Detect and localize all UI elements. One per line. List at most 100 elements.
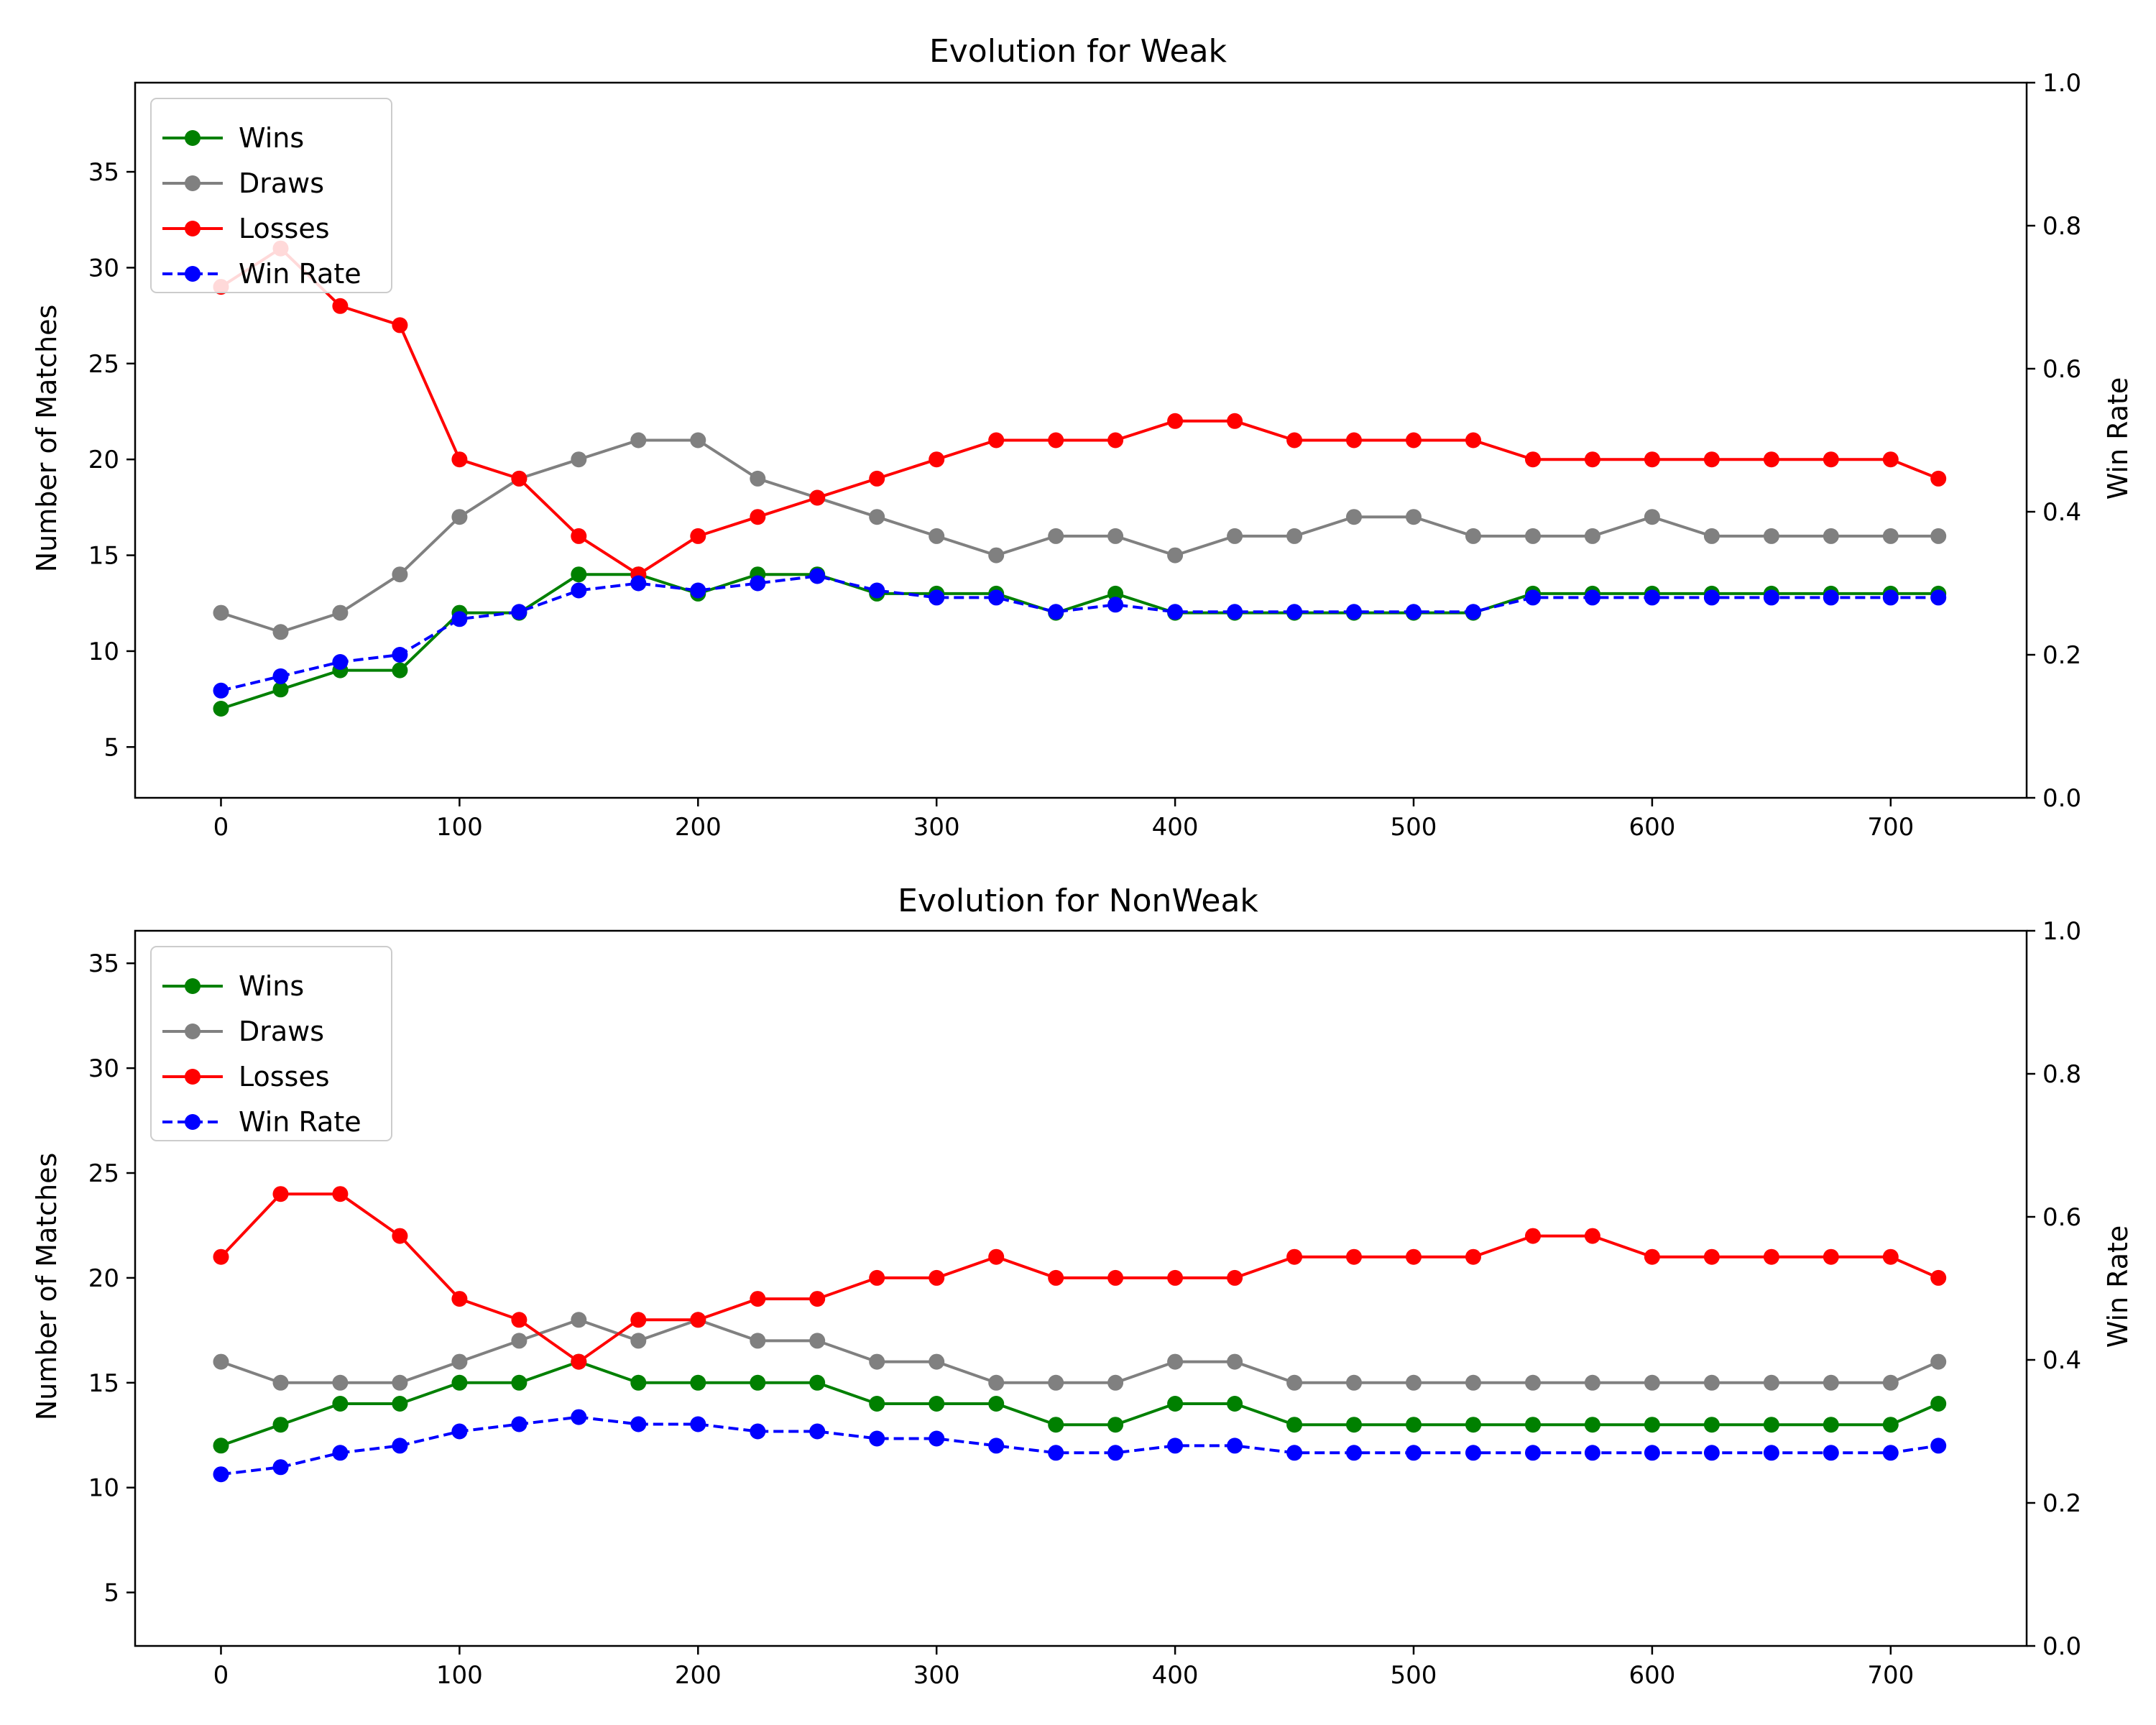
data-point bbox=[1107, 1417, 1124, 1433]
y-tick-label: 15 bbox=[88, 542, 119, 571]
series-line bbox=[220, 1192, 1940, 1364]
data-point bbox=[988, 1248, 1005, 1265]
data-point bbox=[1107, 1445, 1124, 1461]
data-point bbox=[571, 1312, 587, 1328]
data-point bbox=[1703, 1445, 1720, 1461]
data-point bbox=[1930, 1269, 1947, 1286]
data-point bbox=[1048, 1445, 1064, 1461]
y2-tick-label: 0.6 bbox=[2042, 355, 2081, 384]
data-point bbox=[1823, 451, 1839, 468]
data-point bbox=[1823, 589, 1839, 606]
data-point bbox=[1167, 604, 1184, 620]
data-point bbox=[332, 298, 349, 314]
legend-marker bbox=[185, 130, 201, 146]
data-point bbox=[988, 432, 1005, 448]
data-point bbox=[809, 568, 826, 584]
data-point bbox=[1930, 1438, 1947, 1454]
data-point bbox=[750, 575, 766, 592]
chart-title: Evolution for NonWeak bbox=[898, 883, 1258, 919]
plot-frame bbox=[134, 929, 2028, 1647]
data-point bbox=[272, 1417, 289, 1433]
data-point bbox=[1227, 1269, 1243, 1286]
y2-axis-label: Win Rate bbox=[2102, 1225, 2134, 1348]
data-point bbox=[571, 582, 587, 599]
y-tick-label: 20 bbox=[88, 446, 119, 474]
x-tick-label: 500 bbox=[1391, 813, 1437, 842]
data-point bbox=[1465, 432, 1481, 448]
legend-label: Win Rate bbox=[239, 1106, 361, 1138]
data-point bbox=[869, 1353, 885, 1370]
x-tick-label: 600 bbox=[1628, 1661, 1675, 1690]
data-point bbox=[571, 1409, 587, 1425]
data-point bbox=[1882, 528, 1899, 544]
data-point bbox=[1525, 1417, 1541, 1433]
data-point bbox=[1406, 1374, 1422, 1391]
data-point bbox=[1525, 451, 1541, 468]
data-point bbox=[213, 1353, 229, 1370]
y2-tick-label: 0.4 bbox=[2042, 1346, 2081, 1375]
data-point bbox=[1930, 589, 1947, 606]
data-point bbox=[1763, 451, 1779, 468]
data-point bbox=[1346, 1417, 1362, 1433]
data-point bbox=[1227, 1396, 1243, 1412]
legend-marker bbox=[185, 978, 201, 994]
data-point bbox=[1107, 1374, 1124, 1391]
data-point bbox=[630, 575, 647, 592]
data-point bbox=[332, 1445, 349, 1461]
series-draws bbox=[213, 432, 1947, 640]
y2-tick-label: 0.8 bbox=[2042, 1060, 2081, 1089]
data-point bbox=[1048, 528, 1064, 544]
data-point bbox=[1882, 1417, 1899, 1433]
data-point bbox=[392, 1396, 408, 1412]
data-point bbox=[1346, 509, 1362, 525]
data-point bbox=[1465, 604, 1481, 620]
data-point bbox=[1406, 1445, 1422, 1461]
y-tick-label: 25 bbox=[88, 350, 119, 379]
data-point bbox=[1167, 1438, 1184, 1454]
data-point bbox=[1406, 1248, 1422, 1265]
data-point bbox=[1584, 528, 1600, 544]
data-point bbox=[690, 528, 706, 544]
data-point bbox=[332, 604, 349, 621]
legend-marker bbox=[185, 175, 201, 191]
y-tick-label: 25 bbox=[88, 1159, 119, 1188]
data-point bbox=[1525, 1374, 1541, 1391]
data-point bbox=[1584, 1374, 1600, 1391]
y-tick-label: 30 bbox=[88, 254, 119, 282]
data-point bbox=[392, 647, 408, 663]
data-point bbox=[750, 470, 766, 487]
data-point bbox=[511, 1374, 528, 1391]
data-point bbox=[1227, 1438, 1243, 1454]
data-point bbox=[1227, 1353, 1243, 1370]
data-point bbox=[1882, 1374, 1899, 1391]
plot-area: 0 100 200 300 400 500 600 700 5 10 15 20 25 30 35 0.0 0.… bbox=[88, 917, 2081, 1690]
data-point bbox=[988, 547, 1005, 564]
data-point bbox=[1107, 528, 1124, 544]
data-point bbox=[332, 1374, 349, 1391]
series-line bbox=[220, 1360, 1940, 1448]
data-point bbox=[451, 1423, 468, 1440]
data-point bbox=[1465, 1417, 1481, 1433]
data-point bbox=[1763, 589, 1779, 606]
data-point bbox=[1048, 1417, 1064, 1433]
data-point bbox=[1167, 547, 1184, 564]
data-point bbox=[690, 582, 706, 599]
y2-tick-label: 0.0 bbox=[2042, 784, 2081, 813]
series-line bbox=[221, 1415, 1939, 1476]
data-point bbox=[809, 1374, 826, 1391]
data-point bbox=[1584, 1445, 1600, 1461]
data-point bbox=[690, 1374, 706, 1391]
data-point bbox=[929, 1396, 945, 1412]
series-wins bbox=[213, 1353, 1947, 1454]
data-point bbox=[1584, 1417, 1600, 1433]
x-tick-label: 300 bbox=[913, 1661, 960, 1690]
data-point bbox=[1406, 432, 1422, 448]
plot-frame bbox=[134, 81, 2028, 799]
data-point bbox=[213, 1248, 229, 1265]
data-point bbox=[1584, 589, 1600, 606]
data-point bbox=[213, 682, 229, 699]
data-point bbox=[1286, 1248, 1303, 1265]
data-point bbox=[1406, 509, 1422, 525]
data-point bbox=[1823, 528, 1839, 544]
data-point bbox=[750, 1333, 766, 1349]
